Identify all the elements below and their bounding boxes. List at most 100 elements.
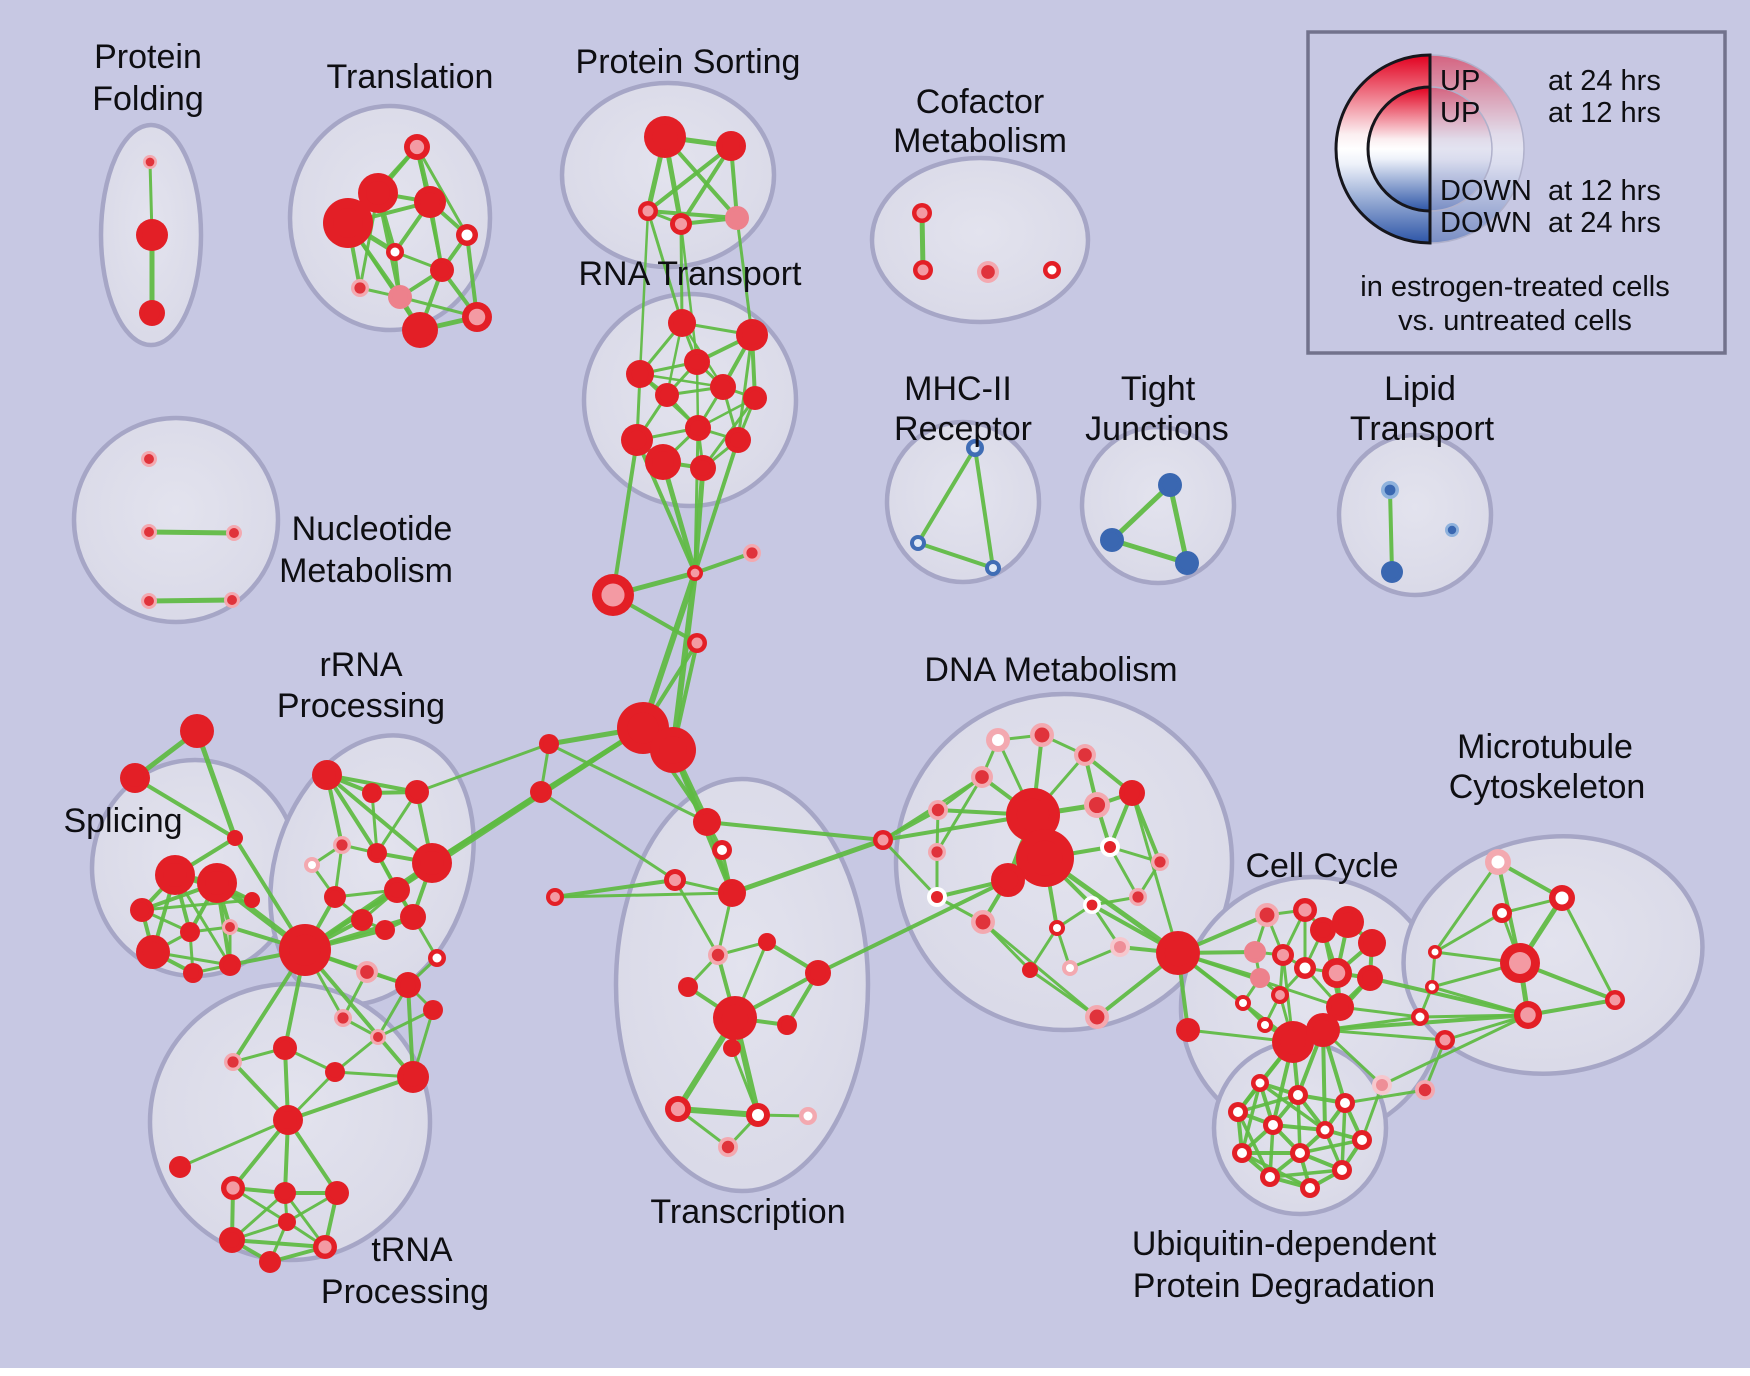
node-core xyxy=(1520,1007,1536,1023)
bottom-margin xyxy=(0,1368,1750,1376)
cluster-lipid-transport xyxy=(1336,432,1494,598)
node-core xyxy=(642,205,654,217)
network-node-rt0 xyxy=(668,309,696,337)
network-node-tl2 xyxy=(323,198,373,248)
cluster-label-nucleotide-metabolism-line2: Metabolism xyxy=(279,552,453,590)
node-core xyxy=(659,736,687,764)
network-node-tl7 xyxy=(351,279,369,297)
node-core xyxy=(142,225,162,245)
network-node-tl5 xyxy=(386,243,404,261)
node-core xyxy=(1086,899,1098,911)
node-core xyxy=(1237,1148,1247,1158)
node-core xyxy=(1312,1019,1334,1041)
node-core xyxy=(163,863,187,887)
node-core xyxy=(1180,1022,1196,1038)
node-core xyxy=(409,319,431,341)
node-core xyxy=(746,547,758,559)
network-edge-mt1-mt5 xyxy=(1560,896,1617,1002)
network-node-cc0 xyxy=(1255,903,1279,927)
network-node-tx10 xyxy=(777,1015,797,1035)
network-node-rt7 xyxy=(685,415,711,441)
network-node-sp3 xyxy=(180,922,200,942)
node-core xyxy=(1320,1125,1330,1135)
node-core xyxy=(1114,941,1126,953)
node-core xyxy=(360,965,374,979)
network-node-tr1 xyxy=(273,1036,297,1060)
cluster-label-tight-junctions-line2: Junctions xyxy=(1085,410,1229,448)
node-core xyxy=(975,770,989,784)
network-node-dm18 xyxy=(1062,960,1078,976)
node-core xyxy=(187,967,199,979)
node-core xyxy=(277,1040,293,1056)
network-node-nm1 xyxy=(141,524,157,540)
network-node-sp6 xyxy=(183,963,203,983)
network-node-rt11 xyxy=(690,455,716,481)
network-node-dm17 xyxy=(1049,920,1065,936)
network-edge-ps2-rt2 xyxy=(638,209,650,376)
node-core xyxy=(144,305,160,321)
network-node-tr6 xyxy=(221,1176,245,1200)
network-node-mt6 xyxy=(1428,945,1442,959)
node-core xyxy=(1497,908,1507,918)
cluster-label-nucleotide-metabolism-line1: Nucleotide xyxy=(292,510,453,548)
network-node-rr1 xyxy=(362,783,382,803)
network-node-rr12 xyxy=(279,924,331,976)
legend-up-12-label: UP xyxy=(1440,97,1480,129)
network-node-dm2 xyxy=(1074,744,1096,766)
network-node-dm9 xyxy=(991,863,1025,897)
legend-caption-line2: vs. untreated cells xyxy=(1398,305,1632,337)
network-node-rt3 xyxy=(684,349,710,375)
node-core xyxy=(721,1140,735,1154)
network-node-dm3 xyxy=(971,766,993,788)
network-node-cc18 xyxy=(1415,1080,1435,1100)
node-core xyxy=(366,181,390,205)
node-core xyxy=(917,264,929,276)
network-node-ub8 xyxy=(1290,1143,1310,1163)
node-core xyxy=(318,766,336,784)
cluster-label-translation-line1: Translation xyxy=(327,58,494,96)
node-core xyxy=(1275,990,1285,1000)
network-node-dm1 xyxy=(1030,723,1054,747)
node-core xyxy=(1162,477,1178,493)
network-node-cf3 xyxy=(1043,261,1061,279)
node-core xyxy=(184,926,196,938)
network-node-cf1 xyxy=(913,260,933,280)
network-edge-cc17-mt4 xyxy=(1443,1013,1530,1042)
cluster-cofactor-metabolism xyxy=(869,155,1091,325)
network-node-sp0 xyxy=(130,898,154,922)
network-node-rr9 xyxy=(351,909,373,931)
node-core xyxy=(1233,1107,1243,1117)
network-node-rr13 xyxy=(428,949,446,967)
node-core xyxy=(981,265,995,279)
node-core xyxy=(1248,945,1262,959)
network-edge-ps4-rt1 xyxy=(735,216,754,337)
node-core xyxy=(1132,891,1144,903)
node-core xyxy=(432,953,442,963)
network-edge-cc17-cc16 xyxy=(1321,1028,1447,1042)
network-node-tr12 xyxy=(278,1213,296,1231)
node-core xyxy=(229,528,239,538)
network-node-st2 xyxy=(227,830,243,846)
network-edge-tj0-tj1 xyxy=(1109,482,1173,543)
node-core xyxy=(1376,1079,1388,1091)
node-core xyxy=(205,871,229,895)
network-node-rt10 xyxy=(645,444,681,480)
network-edge-dm3-dm10 xyxy=(935,775,984,854)
network-edge-ps2-ps4 xyxy=(646,209,739,220)
network-node-cc3 xyxy=(1332,906,1364,938)
node-core xyxy=(1268,1120,1278,1130)
node-core xyxy=(1016,798,1050,832)
network-node-tx13 xyxy=(746,1103,770,1127)
node-core xyxy=(1047,265,1057,275)
cluster-label-cofactor-metabolism-line1: Cofactor xyxy=(916,83,1045,121)
node-core xyxy=(318,1240,332,1254)
node-core xyxy=(1164,939,1192,967)
cluster-label-ubiquitin-degradation-line1: Ubiquitin-dependent xyxy=(1132,1225,1437,1263)
network-node-tx7 xyxy=(805,960,831,986)
network-node-dm14 xyxy=(971,910,995,934)
node-core xyxy=(1261,1021,1269,1029)
node-core xyxy=(810,965,826,981)
cluster-label-cofactor-metabolism-line2: Metabolism xyxy=(893,122,1067,160)
network-node-tx2 xyxy=(664,869,686,891)
node-core xyxy=(142,941,164,963)
